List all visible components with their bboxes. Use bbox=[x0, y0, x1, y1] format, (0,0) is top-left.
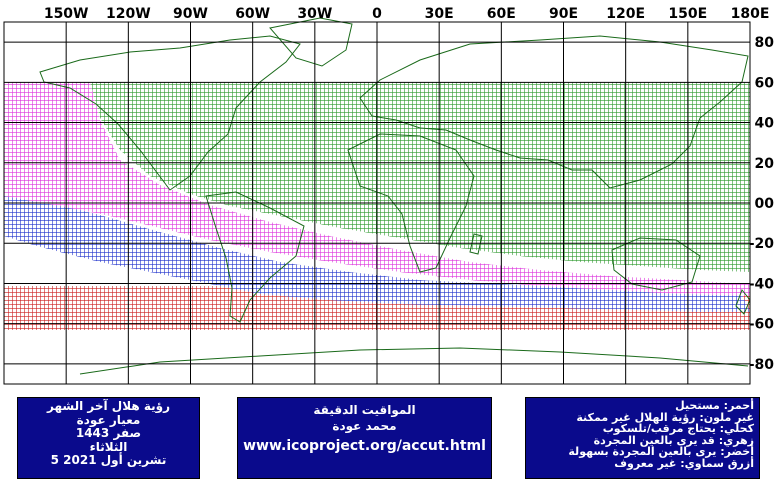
latitude-tick-label: -40 bbox=[749, 276, 775, 292]
source-box: المواقيت الدقيقة محمد عودة www.icoprojec… bbox=[237, 397, 492, 479]
longitude-tick-label: 150E bbox=[668, 6, 707, 22]
weekday-line: الثلاثاء bbox=[89, 439, 128, 454]
longitude-tick-label: 60W bbox=[235, 6, 270, 22]
legend-box: أحمر: مستحيل غير ملون: رؤية الهلال غير م… bbox=[525, 397, 760, 479]
title-box: رؤية هلال آخر الشهر معيار عودة صفر 1443 … bbox=[17, 397, 200, 479]
author-name: محمد عودة bbox=[332, 419, 397, 433]
latitude-tick-label: 00 bbox=[755, 196, 775, 212]
longitude-tick-label: 90W bbox=[173, 6, 208, 22]
latitude-tick-label: 80 bbox=[755, 35, 775, 51]
longitude-tick-label: 30E bbox=[425, 6, 454, 22]
longitude-tick-label: 120W bbox=[106, 6, 151, 22]
longitude-tick-label: 30W bbox=[297, 6, 332, 22]
source-url: www.icoproject.org/accut.html bbox=[243, 438, 486, 454]
latitude-tick-label: 60 bbox=[755, 75, 775, 91]
longitude-tick-label: 0 bbox=[372, 6, 382, 22]
legend-sky: أزرق سماوي: غير معروف bbox=[614, 456, 754, 470]
source-title: المواقيت الدقيقة bbox=[313, 403, 416, 417]
legend-green: أخضر: يرى بالعين المجردة بسهولة bbox=[568, 445, 754, 458]
graticule bbox=[4, 22, 751, 384]
longitude-tick-label: 180E bbox=[731, 6, 770, 22]
criterion-line: معيار عودة bbox=[76, 412, 141, 427]
longitude-tick-label: 120E bbox=[606, 6, 645, 22]
latitude-tick-label: -80 bbox=[749, 357, 775, 373]
legend-navy: كحلي: يحتاج مرقب/تلسكوب bbox=[602, 422, 754, 435]
legend-red: أحمر: مستحيل bbox=[675, 399, 754, 412]
latitude-tick-label: -60 bbox=[749, 317, 775, 333]
gregorian-date-line: 5 تشرين أول 2021 bbox=[50, 453, 167, 467]
zone-green bbox=[90, 82, 750, 272]
longitude-labels: 150W 120W 90W 60W 30W 0 30E 60E 90E 120E 150E 180E bbox=[44, 6, 770, 22]
latitude-tick-label: -20 bbox=[749, 236, 775, 252]
latitude-tick-label: 40 bbox=[755, 116, 775, 132]
longitude-tick-label: 90E bbox=[549, 6, 578, 22]
latitude-tick-label: 20 bbox=[755, 156, 775, 172]
longitude-tick-label: 60E bbox=[487, 6, 516, 22]
legend-uncolored: غير ملون: رؤية الهلال غير ممكنة bbox=[576, 410, 754, 424]
hijri-month-line: صفر 1443 bbox=[75, 426, 142, 440]
title-line: رؤية هلال آخر الشهر bbox=[47, 399, 170, 413]
map-frame bbox=[3, 21, 751, 385]
latitude-labels: 80 60 40 20 00 -20 -40 -60 -80 bbox=[749, 35, 775, 373]
land-outlines bbox=[39, 17, 751, 375]
longitude-tick-label: 150W bbox=[44, 6, 89, 22]
legend-pink: زهري: قد يرى بالعين المجردة bbox=[593, 433, 754, 447]
